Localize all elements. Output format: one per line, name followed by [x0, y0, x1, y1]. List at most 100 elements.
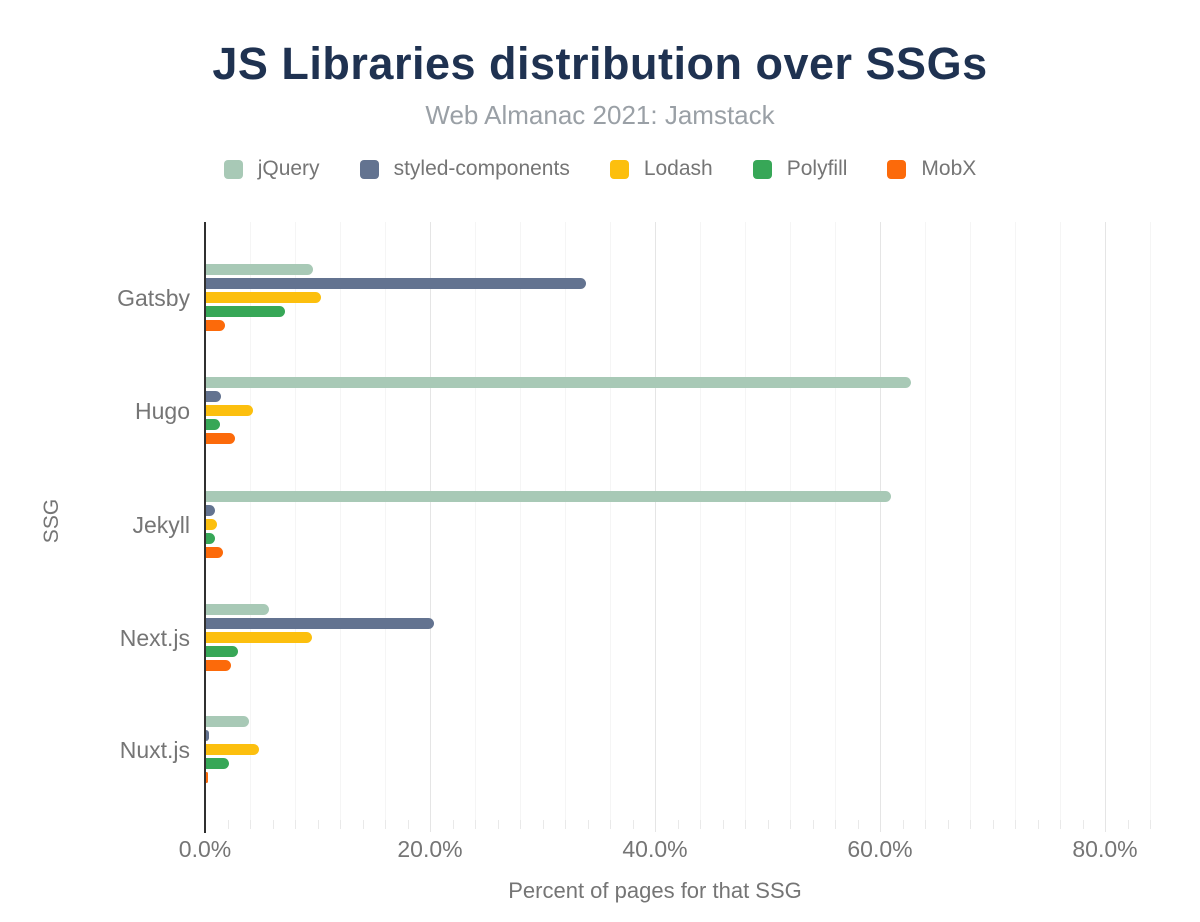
tick-minor-56	[835, 820, 836, 829]
tick-minor-54	[812, 820, 814, 829]
x-tick-label-80: 80.0%	[1072, 836, 1138, 862]
bar-jquery-jekyll	[206, 490, 892, 502]
tick-minor-48	[745, 820, 746, 829]
gridline-minor-24	[475, 222, 476, 820]
tick-minor-32	[565, 820, 566, 829]
legend-label-polyfill: Polyfill	[786, 157, 848, 180]
x-tick-label-40: 40.0%	[622, 836, 688, 862]
gridline-minor-68	[970, 222, 971, 820]
bar-mobx-nuxt-js	[206, 772, 208, 784]
bar-jquery-gatsby	[206, 263, 313, 275]
bar-lodash-nuxt-js	[206, 743, 259, 755]
tick-minor-76	[1060, 820, 1061, 829]
legend-swatch-polyfill	[752, 159, 772, 179]
category-label-nuxt-js: Nuxt.js	[119, 737, 190, 763]
tick-minor-38	[632, 820, 634, 829]
gridline-minor-16	[385, 222, 386, 820]
category-label-next-js: Next.js	[119, 625, 190, 651]
bar-polyfill-jekyll	[206, 533, 215, 545]
gridline-minor-48	[745, 222, 746, 820]
bar-mobx-gatsby	[206, 320, 226, 332]
tick-minor-44	[700, 820, 701, 829]
tick-minor-64	[925, 820, 926, 829]
legend: jQuery styled-components Lodash Polyfill Mob…	[0, 157, 1200, 181]
legend-item-mobx: MobX	[887, 157, 976, 181]
x-tick-label-0: 0.0%	[178, 836, 232, 862]
tick-minor-50	[767, 820, 769, 829]
tick-minor-78	[1082, 820, 1084, 829]
legend-swatch-mobx	[887, 159, 907, 179]
tick-minor-22	[452, 820, 454, 829]
bar-mobx-hugo	[206, 433, 236, 445]
bar-polyfill-nuxt-js	[206, 758, 229, 770]
chart-title: JS Libraries distribution over SSGs	[212, 38, 988, 89]
legend-item-lodash: Lodash	[609, 157, 713, 181]
tick-minor-18	[407, 820, 409, 829]
gridline-minor-12	[340, 222, 341, 820]
bar-jquery-next-js	[206, 603, 269, 615]
tick-minor-68	[970, 820, 971, 829]
tick-minor-46	[722, 820, 724, 829]
bar-lodash-gatsby	[206, 291, 321, 303]
bar-polyfill-next-js	[206, 646, 238, 658]
tick-minor-74	[1037, 820, 1039, 829]
bar-styled-components-nuxt-js	[206, 729, 210, 741]
tick-minor-72	[1015, 820, 1016, 829]
legend-label-lodash: Lodash	[643, 157, 713, 180]
legend-item-styled-components: styled-components	[359, 157, 570, 181]
bar-lodash-jekyll	[206, 518, 218, 530]
gridline-minor-64	[925, 222, 926, 820]
bar-mobx-next-js	[206, 660, 231, 672]
bar-styled-components-next-js	[206, 617, 435, 629]
legend-label-styled-components: styled-components	[393, 157, 570, 180]
tick-minor-70	[992, 820, 994, 829]
tick-minor-4	[250, 820, 251, 829]
gridline-major-20	[430, 222, 431, 832]
legend-label-jquery: jQuery	[257, 157, 320, 180]
tick-minor-8	[295, 820, 296, 829]
tick-minor-26	[497, 820, 499, 829]
bar-jquery-nuxt-js	[206, 715, 249, 727]
x-axis-title: Percent of pages for that SSG	[508, 878, 802, 903]
tick-minor-34	[587, 820, 589, 829]
gridline-minor-8	[295, 222, 296, 820]
legend-swatch-styled-components	[359, 159, 379, 179]
gridline-minor-32	[565, 222, 566, 820]
bar-polyfill-hugo	[206, 419, 220, 431]
tick-minor-58	[857, 820, 859, 829]
bar-styled-components-hugo	[206, 390, 221, 402]
bar-lodash-next-js	[206, 631, 312, 643]
legend-item-polyfill: Polyfill	[752, 157, 848, 181]
category-label-hugo: Hugo	[135, 398, 190, 424]
category-label-jekyll: Jekyll	[132, 512, 190, 538]
tick-minor-66	[947, 820, 949, 829]
category-label-gatsby: Gatsby	[117, 285, 190, 311]
x-tick-label-20: 20.0%	[397, 836, 463, 862]
plot-area	[204, 222, 1161, 833]
y-axis-line	[204, 222, 206, 833]
bar-lodash-hugo	[206, 404, 254, 416]
tick-minor-82	[1127, 820, 1129, 829]
tick-minor-6	[272, 820, 274, 829]
gridline-minor-56	[835, 222, 836, 820]
tick-minor-10	[317, 820, 319, 829]
tick-minor-84	[1150, 820, 1151, 829]
bar-mobx-jekyll	[206, 547, 223, 559]
tick-minor-12	[340, 820, 341, 829]
bar-styled-components-gatsby	[206, 277, 587, 289]
gridline-minor-4	[250, 222, 251, 820]
gridline-minor-36	[610, 222, 611, 820]
gridline-minor-72	[1015, 222, 1016, 820]
tick-minor-42	[677, 820, 679, 829]
legend-item-jquery: jQuery	[223, 157, 320, 181]
tick-minor-30	[542, 820, 544, 829]
tick-minor-2	[227, 820, 229, 829]
tick-minor-14	[362, 820, 364, 829]
gridline-minor-44	[700, 222, 701, 820]
gridline-minor-84	[1150, 222, 1151, 820]
legend-label-mobx: MobX	[921, 157, 977, 180]
tick-minor-62	[902, 820, 904, 829]
gridline-minor-76	[1060, 222, 1061, 820]
bar-polyfill-gatsby	[206, 306, 285, 318]
